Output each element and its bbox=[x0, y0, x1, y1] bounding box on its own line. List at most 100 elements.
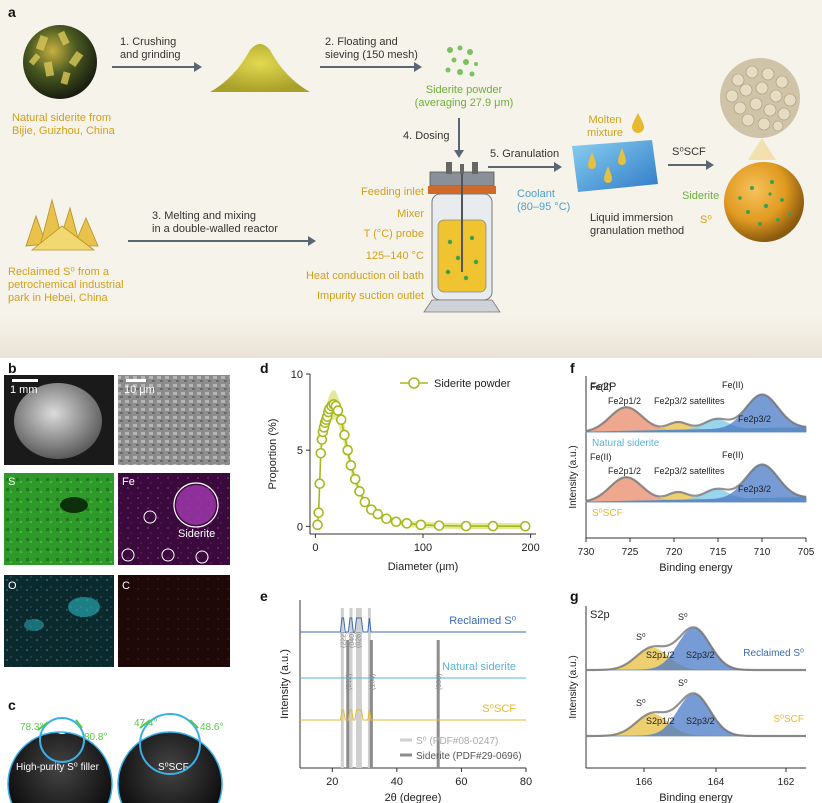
scf-arrow bbox=[668, 160, 714, 170]
e-sulfur-ref-bar bbox=[340, 608, 344, 768]
right-caption: S⁰SCF bbox=[158, 762, 189, 773]
g-y-axis-label: Intensity (a.u.) bbox=[568, 655, 579, 718]
f-label-fe2-left: Fe(II) bbox=[590, 452, 612, 462]
d-data-point bbox=[335, 414, 347, 426]
reclaimed-line2: petrochemical industrial bbox=[8, 279, 124, 291]
granule-sphere bbox=[724, 162, 804, 242]
d-data-point bbox=[415, 519, 427, 531]
f-label-fe2p12: Fe2p1/2 bbox=[608, 396, 641, 406]
e-label-scf: S⁰SCF bbox=[482, 703, 516, 715]
g-label-s2p32: S2p3/2 bbox=[686, 716, 715, 726]
d-data-point bbox=[342, 444, 353, 456]
e-siderite-ref-bar bbox=[436, 640, 440, 768]
g-label-s0-right: S⁰ bbox=[678, 678, 688, 688]
g-title: S2p bbox=[590, 609, 610, 621]
reactor-temperature: 125–140 °C bbox=[365, 250, 424, 262]
f-label-fe2-right: Fe(II) bbox=[722, 450, 744, 460]
step3-line1: 3. Melting and mixing bbox=[152, 210, 256, 222]
granules-pile-image bbox=[720, 58, 800, 138]
panel-g-label: g bbox=[570, 588, 579, 604]
step3-line2: in a double-walled reactor bbox=[152, 223, 278, 235]
f-label-fe2p12: Fe2p1/2 bbox=[608, 466, 641, 476]
reactor-feeding-inlet: Feeding inlet bbox=[361, 186, 424, 198]
natural-siderite-image bbox=[23, 25, 97, 99]
step2-line1: 2. Floating and bbox=[325, 36, 398, 48]
e-y-axis-label: Intensity (a.u.) bbox=[279, 649, 291, 719]
zoom-beam bbox=[748, 138, 776, 160]
d-data-point bbox=[314, 478, 325, 490]
f-label-fe2p32: Fe2p3/2 bbox=[738, 484, 771, 494]
f-label-satellites: Fe2p3/2 satellites bbox=[654, 466, 725, 476]
d-data-point bbox=[345, 460, 357, 471]
s2p-xps-chart: 166 164 162 Binding energy Intensity (a.u.) S… bbox=[568, 606, 806, 803]
d-x-axis-label: Diameter (μm) bbox=[388, 561, 459, 573]
e-peak-label: (006) bbox=[436, 674, 443, 690]
d-y-tick-label: 0 bbox=[297, 521, 303, 533]
molten-line2: mixture bbox=[586, 127, 624, 139]
e-sulfur-ref-bar bbox=[355, 608, 359, 768]
reactor-suction-outlet: Impurity suction outlet bbox=[317, 290, 424, 302]
xrd-chart: 20 40 60 80 2θ (degree) Intensity (a.u.) Recla… bbox=[279, 600, 532, 803]
map-label-fe: Fe bbox=[122, 476, 135, 488]
reclaimed-sulfur-image bbox=[25, 198, 99, 251]
d-data-point bbox=[359, 496, 371, 508]
f-title: Fe2P bbox=[590, 381, 616, 393]
e-x-tick-label: 60 bbox=[455, 776, 467, 788]
e-peak-label: (222) bbox=[340, 632, 347, 648]
d-data-point bbox=[312, 519, 323, 531]
d-y-axis-label: Proportion (%) bbox=[267, 419, 279, 490]
f-y-axis-label: Intensity (a.u.) bbox=[568, 445, 579, 508]
g-label-s0-left: S⁰ bbox=[636, 632, 646, 642]
f-x-tick-label: 705 bbox=[798, 547, 815, 558]
d-data-point bbox=[487, 520, 499, 532]
d-data-point bbox=[354, 486, 365, 497]
e-siderite-ref-bar bbox=[369, 640, 373, 768]
d-x-tick-label: 100 bbox=[414, 542, 432, 554]
panel-f-label: f bbox=[570, 360, 575, 376]
panel-a: a Natural siderite from Bijie, Guizhou, … bbox=[0, 0, 822, 358]
d-data-point bbox=[332, 405, 344, 416]
powder-line2: (averaging 27.9 μm) bbox=[414, 97, 514, 109]
d-legend-label: Siderite powder bbox=[434, 378, 511, 390]
e-trace-reclaimed bbox=[300, 617, 526, 633]
scf-arrow-label: S⁰SCF bbox=[672, 146, 706, 158]
map-siderite-label: Siderite bbox=[178, 528, 216, 540]
g-x-tick-label: 164 bbox=[708, 777, 725, 788]
e-label-reclaimed: Reclaimed S⁰ bbox=[449, 615, 516, 627]
f-sample-label: S⁰SCF bbox=[592, 508, 623, 519]
f-x-tick-label: 720 bbox=[666, 547, 683, 558]
g-label-s0-left: S⁰ bbox=[636, 698, 646, 708]
d-data-point bbox=[339, 429, 350, 441]
e-x-tick-label: 40 bbox=[391, 776, 403, 788]
e-label-siderite: Natural siderite bbox=[442, 661, 516, 673]
d-legend-marker bbox=[408, 377, 420, 389]
f-x-tick-label: 725 bbox=[622, 547, 639, 558]
sphere-siderite-label: Siderite bbox=[682, 190, 720, 202]
e-peak-label: (104) bbox=[369, 674, 376, 690]
molten-line1: Molten bbox=[588, 114, 622, 126]
reactor-mixer: Mixer bbox=[397, 208, 424, 220]
d-data-point bbox=[313, 507, 324, 518]
d-data-point bbox=[372, 508, 384, 520]
d-data-point bbox=[349, 473, 361, 485]
g-envelope bbox=[585, 626, 806, 672]
step1-line2: and grinding bbox=[120, 49, 181, 61]
d-data-point bbox=[460, 520, 472, 532]
e-sulfur-ref-bar bbox=[349, 608, 353, 768]
panel-d-label: d bbox=[260, 360, 269, 376]
e-x-tick-label: 80 bbox=[520, 776, 532, 788]
step5-label: 5. Granulation bbox=[490, 148, 560, 160]
sphere-s0-label: S⁰ bbox=[700, 214, 712, 226]
d-data-point bbox=[381, 513, 392, 525]
f-label-fe2-left: Fe(II) bbox=[590, 382, 612, 392]
step2-arrow bbox=[320, 62, 422, 72]
e-trace-scf bbox=[300, 709, 526, 721]
e-siderite-ref-bar bbox=[346, 640, 350, 768]
panel-c-label: c bbox=[8, 697, 16, 713]
step1-arrow bbox=[112, 62, 202, 72]
siderite-source-line1: Natural siderite from bbox=[12, 112, 112, 124]
map-label-o: O bbox=[8, 580, 17, 592]
d-y-tick-label: 10 bbox=[291, 369, 303, 381]
coolant-bath bbox=[572, 140, 658, 192]
